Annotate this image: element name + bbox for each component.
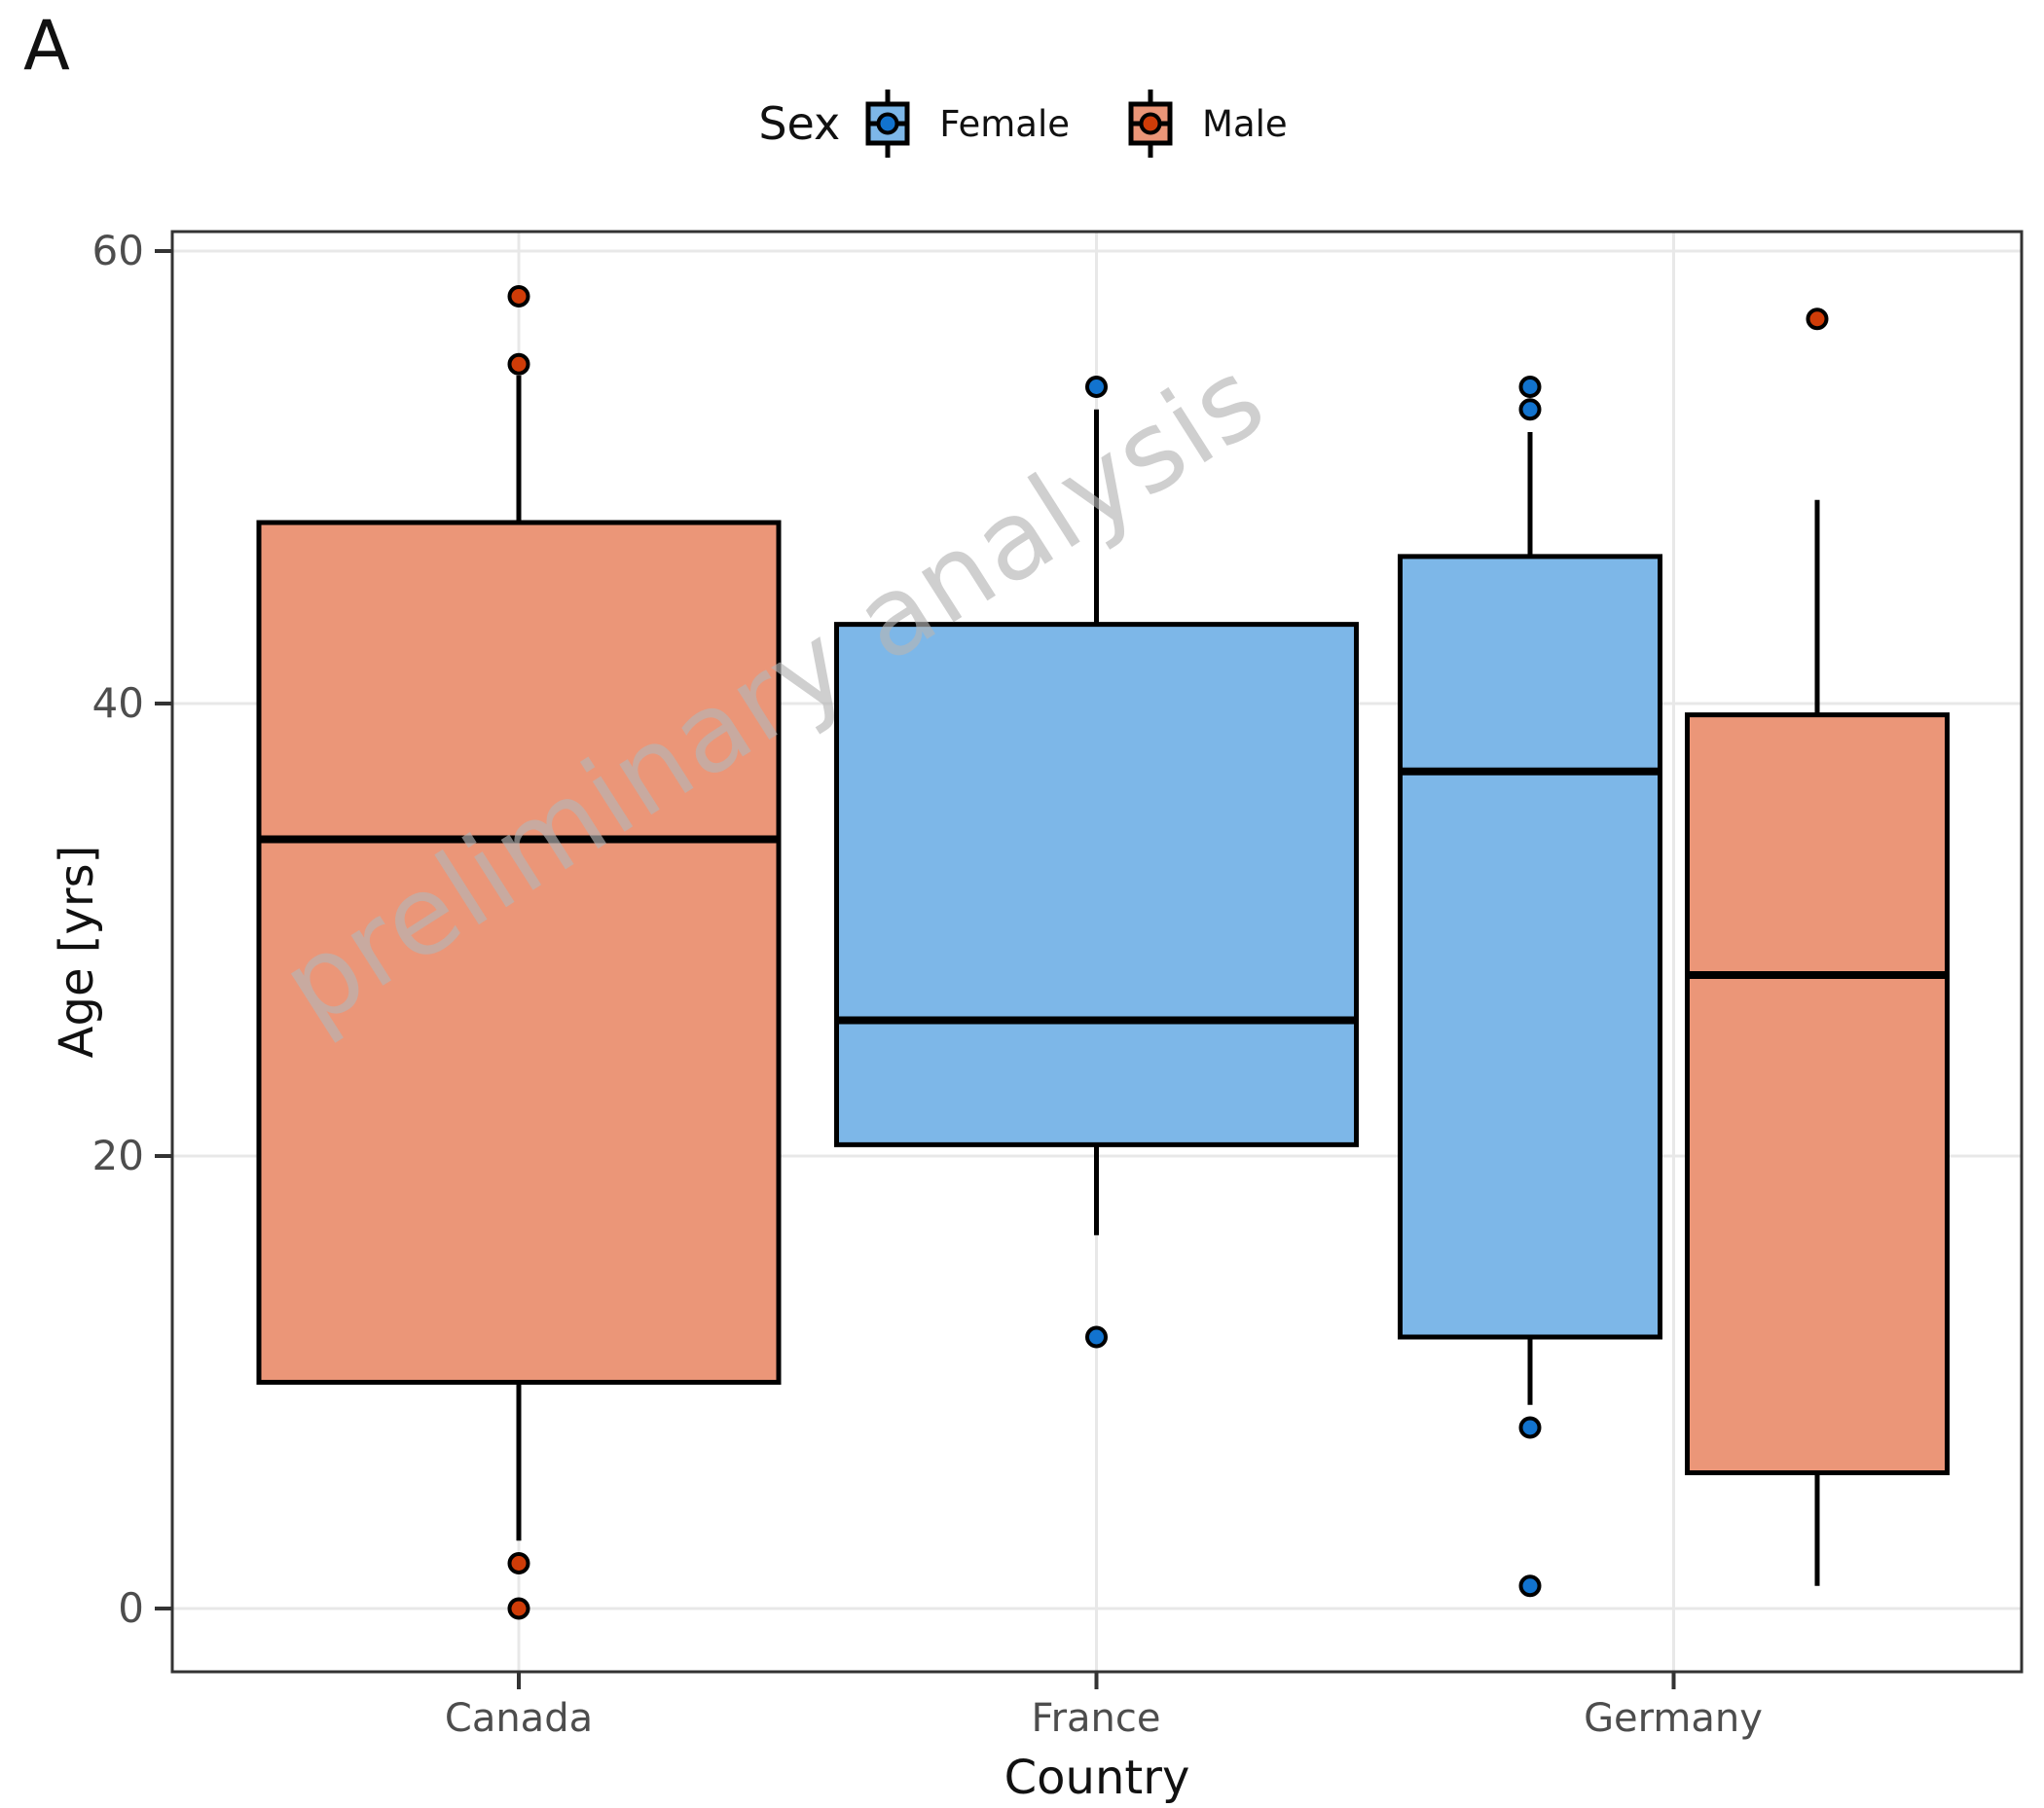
ytick-0: 0 <box>118 1584 144 1632</box>
box-germany-male <box>1685 712 1950 1475</box>
legend: Sex Female Male <box>18 90 2044 158</box>
box-germany-female <box>1398 554 1662 1340</box>
y-axis-title: Age [yrs] <box>50 845 104 1059</box>
xtick-germany: Germany <box>1584 1696 1763 1741</box>
point-canada-male-2 <box>507 1552 530 1574</box>
box-france-female <box>834 622 1359 1147</box>
female-boxplot-key-icon <box>865 90 910 158</box>
ytick-60: 60 <box>91 227 144 274</box>
xtick-canada: Canada <box>444 1696 594 1741</box>
point-canada-male-0 <box>507 1597 530 1620</box>
point-canada-male-55 <box>507 352 530 376</box>
point-germany-female-54 <box>1518 376 1542 398</box>
legend-label-female: Female <box>939 102 1071 145</box>
panel-label: A <box>23 6 70 86</box>
point-france-female-12 <box>1085 1325 1108 1349</box>
point-germany-male-57 <box>1806 307 1829 331</box>
point-germany-female-8 <box>1518 1416 1542 1439</box>
xtick-france: France <box>1031 1696 1161 1741</box>
ytick-20: 20 <box>91 1132 144 1179</box>
box-canada-male <box>256 520 782 1385</box>
legend-title: Sex <box>758 97 841 150</box>
legend-label-male: Male <box>1202 102 1288 145</box>
point-france-female-54 <box>1085 376 1108 398</box>
panel-border <box>170 230 2024 1674</box>
point-germany-female-53 <box>1518 398 1542 421</box>
male-boxplot-key-icon <box>1128 90 1173 158</box>
point-canada-male-58 <box>507 285 530 307</box>
point-germany-female-1 <box>1518 1574 1542 1598</box>
ytick-40: 40 <box>91 679 144 727</box>
x-axis-title: Country <box>1004 1751 1190 1805</box>
